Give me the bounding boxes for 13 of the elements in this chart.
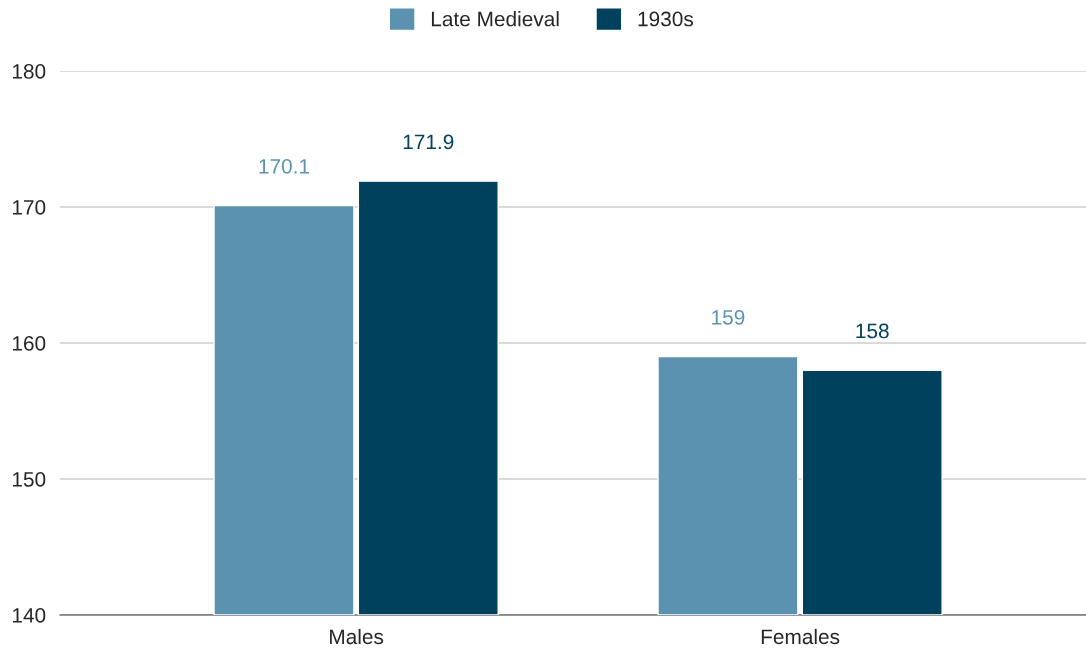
data-label: 158 xyxy=(856,323,889,339)
data-label: 170.1 xyxy=(259,158,310,174)
x-tick-label: Females xyxy=(761,628,840,645)
y-tick-label: 180 xyxy=(12,64,46,79)
y-tick-label: 170 xyxy=(12,200,46,215)
data-label: 171.9 xyxy=(403,134,454,150)
data-label: 159 xyxy=(712,309,745,325)
y-tick-label: 140 xyxy=(12,608,46,623)
y-tick-label: 160 xyxy=(12,336,46,351)
legend-label: 1930s xyxy=(638,11,694,27)
x-tick-label: Males xyxy=(330,628,384,645)
y-tick-label: 150 xyxy=(12,472,46,487)
legend-label: Late Medieval xyxy=(431,11,559,27)
